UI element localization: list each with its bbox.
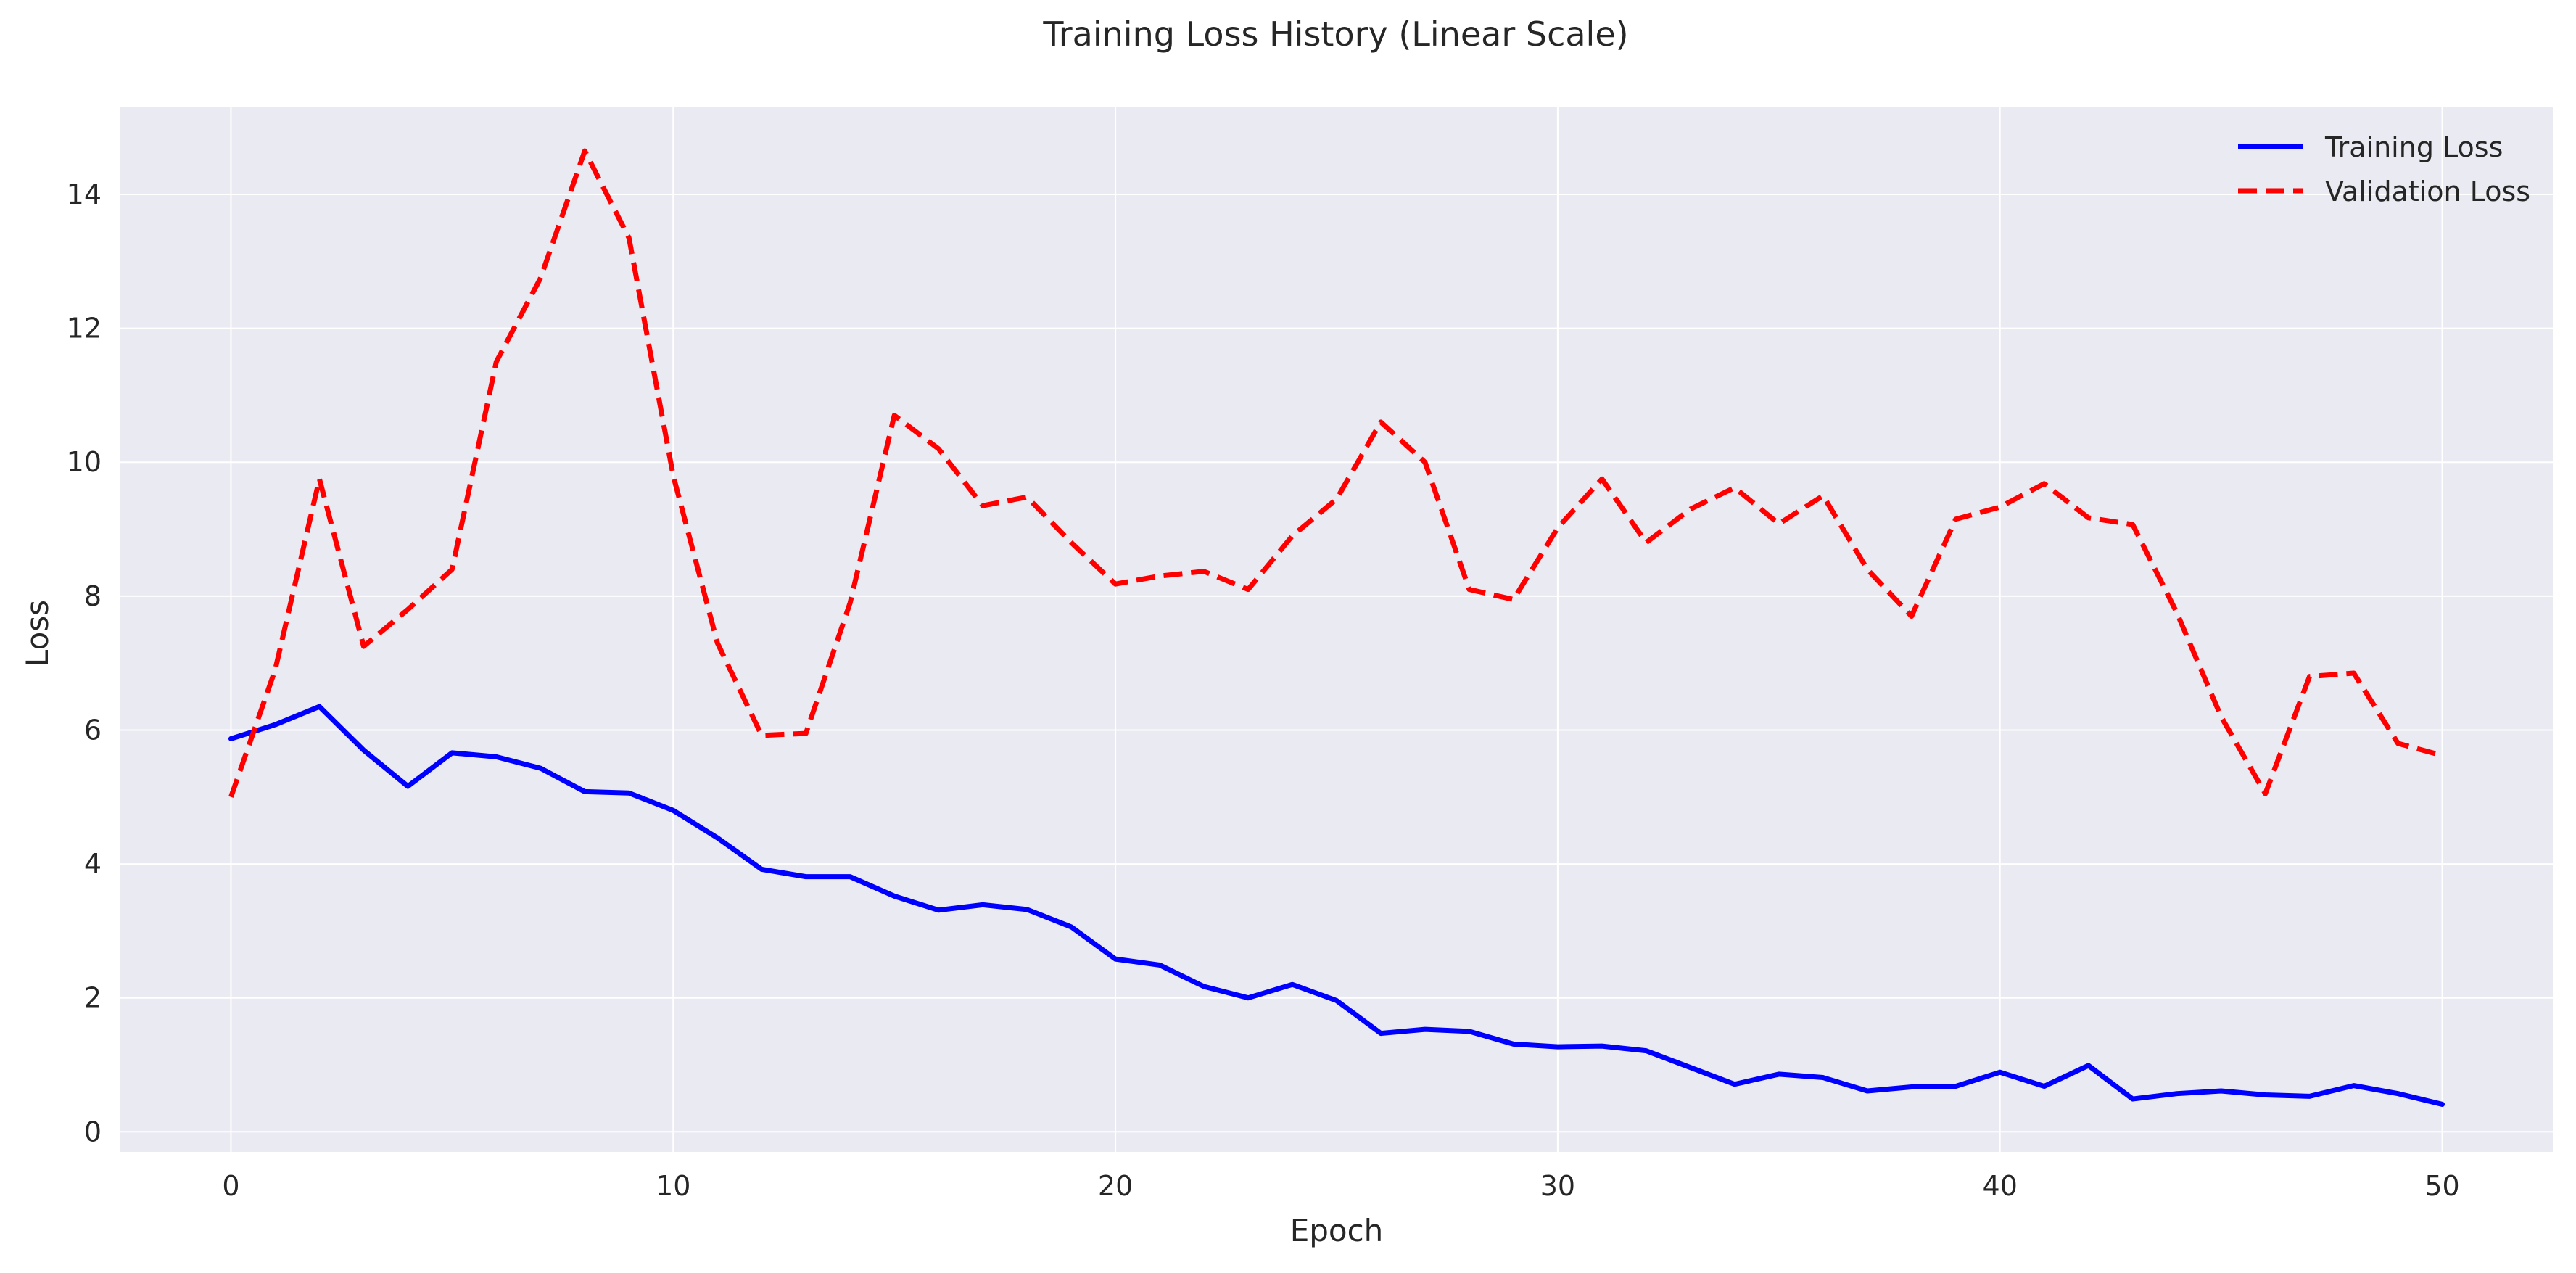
x-tick-label: 0 <box>222 1170 239 1202</box>
series-layer <box>228 148 2445 1107</box>
x-tick-label: 10 <box>656 1170 690 1202</box>
y-tick-label: 2 <box>84 982 102 1014</box>
y-tick-label: 8 <box>84 580 102 612</box>
legend: Training Loss Validation Loss <box>2238 131 2530 207</box>
x-tick-label: 50 <box>2424 1170 2459 1202</box>
y-tick-label: 10 <box>67 446 102 478</box>
y-axis-label: Loss <box>20 600 55 667</box>
y-tick-label: 0 <box>84 1116 102 1148</box>
x-axis-label: Epoch <box>1290 1213 1384 1248</box>
x-tick-label: 30 <box>1540 1170 1575 1202</box>
y-tick-label: 6 <box>84 714 102 746</box>
tick-labels: 0 10 20 30 40 50 0 2 4 6 8 10 12 14 <box>67 178 2460 1202</box>
chart-title: Training Loss History (Linear Scale) <box>1042 15 1628 54</box>
y-tick-label: 14 <box>67 178 102 210</box>
legend-label-training-loss: Training Loss <box>2324 131 2503 163</box>
plot-area <box>120 107 2553 1152</box>
series-line-training-loss <box>228 704 2445 1107</box>
x-tick-label: 20 <box>1098 1170 1133 1202</box>
y-tick-label: 4 <box>84 848 102 880</box>
x-tick-label: 40 <box>1983 1170 2018 1202</box>
grid <box>120 107 2553 1152</box>
y-tick-label: 12 <box>67 313 102 345</box>
legend-label-validation-loss: Validation Loss <box>2325 176 2530 207</box>
